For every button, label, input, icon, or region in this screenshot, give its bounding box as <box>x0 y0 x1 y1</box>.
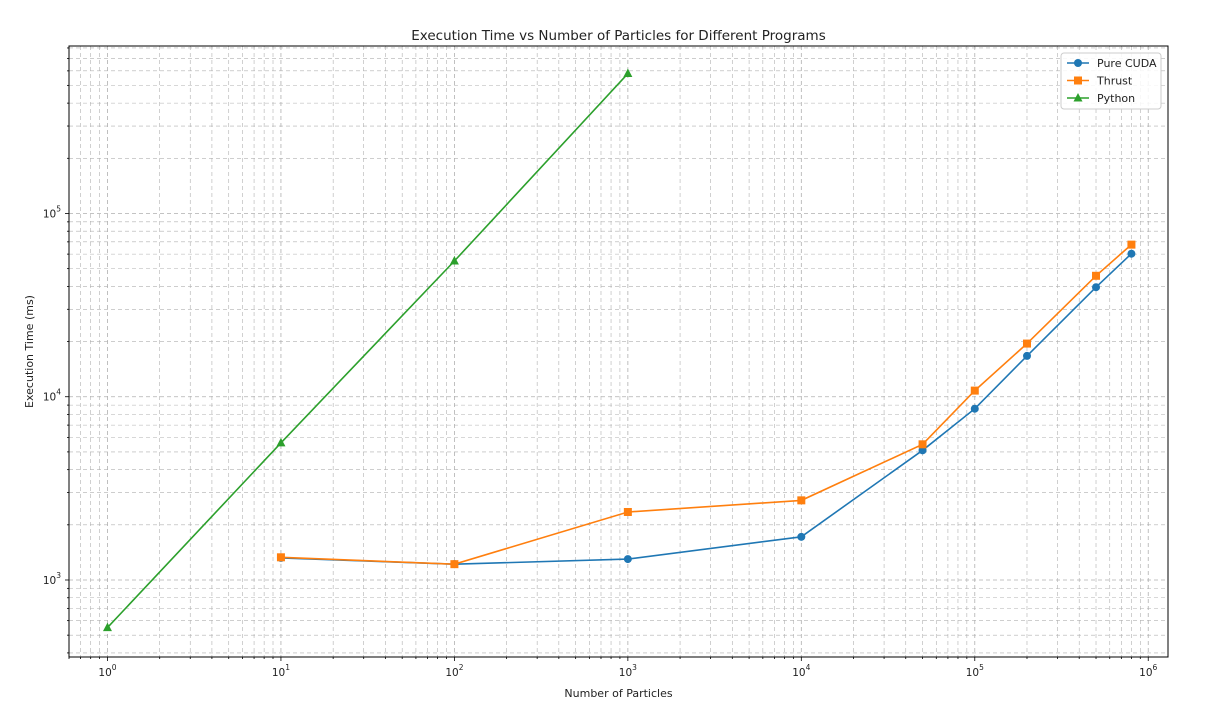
series-thrust <box>276 240 1136 569</box>
data-point-pure-cuda <box>1022 351 1031 360</box>
data-point-thrust <box>1092 271 1101 280</box>
legend-label-thrust: Thrust <box>1096 75 1133 88</box>
data-point-pure-cuda <box>1127 249 1136 258</box>
y-axis-label: Execution Time (ms) <box>23 295 36 408</box>
series-python <box>102 68 633 632</box>
data-point-pure-cuda <box>918 446 927 455</box>
data-point-thrust <box>276 553 285 562</box>
data-point-thrust <box>623 507 632 516</box>
data-point-python <box>276 437 286 447</box>
legend-label-pure-cuda: Pure CUDA <box>1097 57 1157 70</box>
data-point-thrust <box>797 496 806 505</box>
x-tick-label: 103 <box>619 663 637 679</box>
x-tick-label: 101 <box>272 663 290 679</box>
y-tick-label: 103 <box>43 571 61 587</box>
series-line-pure-cuda <box>280 253 1132 566</box>
legend-marker-pure-cuda <box>1074 59 1082 67</box>
x-axis-label: Number of Particles <box>564 687 672 700</box>
data-point-thrust <box>970 386 979 395</box>
series-pure-cuda <box>276 249 1136 569</box>
data-point-thrust <box>1022 339 1031 348</box>
chart-title: Execution Time vs Number of Particles fo… <box>411 28 826 44</box>
x-tick-label: 105 <box>966 663 984 679</box>
y-tick-label: 104 <box>43 388 61 404</box>
data-point-thrust <box>918 440 927 449</box>
data-point-pure-cuda <box>970 404 979 413</box>
y-tick-label: 105 <box>43 204 61 220</box>
data-point-pure-cuda <box>1092 283 1101 292</box>
data-point-pure-cuda <box>623 555 632 564</box>
tick-layer: 100 101 102 103 104 105 106 103 104 105 <box>43 47 1158 679</box>
data-point-thrust <box>450 560 459 569</box>
series-layer <box>102 68 1136 632</box>
x-tick-label: 106 <box>1139 663 1157 679</box>
legend-label-python: Python <box>1097 92 1135 105</box>
legend-box <box>1060 52 1162 110</box>
plot-area <box>68 45 1169 658</box>
x-tick-label: 104 <box>792 663 810 679</box>
x-tick-label: 100 <box>98 663 116 679</box>
x-tick-label: 102 <box>445 663 463 679</box>
data-point-python <box>449 256 459 265</box>
legend: Pure CUDA Thrust Python <box>1060 52 1162 110</box>
legend-marker-python <box>1073 93 1083 102</box>
data-point-python <box>623 68 633 78</box>
series-line-python <box>106 73 629 629</box>
data-point-python <box>102 622 112 632</box>
grid-layer <box>68 46 1168 657</box>
series-line-thrust <box>280 243 1132 566</box>
data-point-pure-cuda <box>797 532 806 541</box>
legend-marker-thrust <box>1074 76 1082 85</box>
data-point-thrust <box>1127 240 1136 249</box>
